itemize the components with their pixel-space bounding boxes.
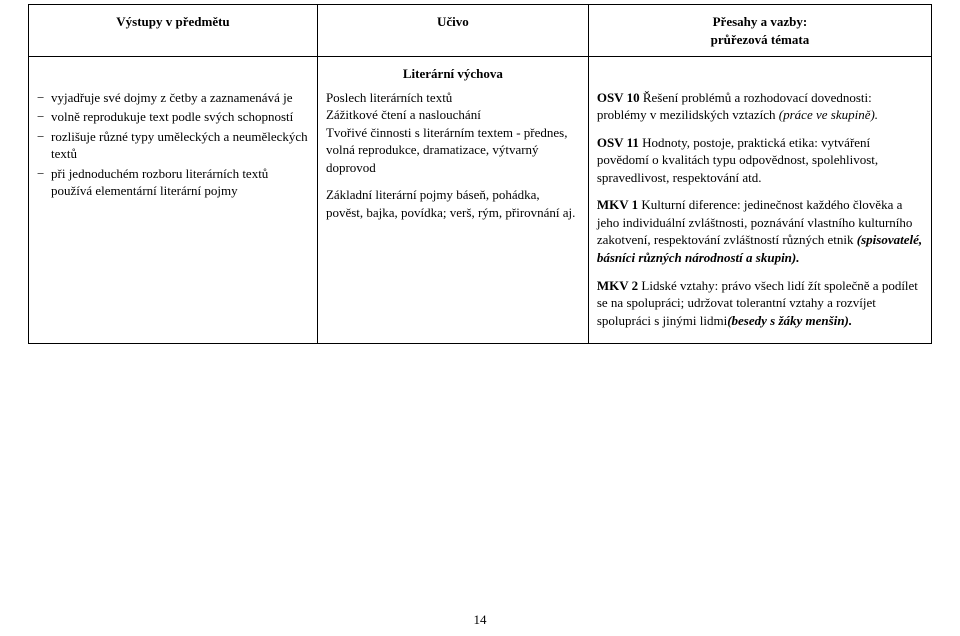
page-number: 14 [0, 612, 960, 628]
list-item: při jednoduchém rozboru literárních text… [37, 165, 309, 200]
list-item: rozlišuje různé typy uměleckých a neuměl… [37, 128, 309, 163]
cell-crosslinks: . OSV 10 Řešení problémů a rozhodovací d… [588, 57, 931, 344]
osv10-italic: (práce ve skupině). [779, 107, 878, 122]
curriculum-table: Výstupy v předmětu Učivo Přesahy a vazby… [28, 4, 932, 344]
curriculum-p1: Poslech literárních textů [326, 89, 580, 107]
header-col3-line2: průřezová témata [711, 32, 810, 47]
header-col2: Učivo [317, 5, 588, 57]
cell-outputs: . vyjadřuje své dojmy z četby a zaznamen… [29, 57, 318, 344]
list-item: vyjadřuje své dojmy z četby a zaznamenáv… [37, 89, 309, 107]
page-container: Výstupy v předmětu Učivo Přesahy a vazby… [0, 0, 960, 636]
osv11-block: OSV 11 Hodnoty, postoje, praktická etika… [597, 134, 923, 187]
mkv1-lead: MKV 1 [597, 197, 638, 212]
mkv1-block: MKV 1 Kulturní diference: jedinečnost ka… [597, 196, 923, 266]
mkv2-italic: (besedy s žáky menšin). [727, 313, 852, 328]
mkv2-block: MKV 2 Lidské vztahy: právo všech lidí ží… [597, 277, 923, 330]
osv11-text: Hodnoty, postoje, praktická etika: vytvá… [597, 135, 878, 185]
curriculum-p4: Základní literární pojmy báseň, pohádka,… [326, 186, 580, 221]
mkv2-lead: MKV 2 [597, 278, 638, 293]
osv10-block: OSV 10 Řešení problémů a rozhodovací dov… [597, 89, 923, 124]
header-col1: Výstupy v předmětu [29, 5, 318, 57]
table-row: . vyjadřuje své dojmy z četby a zaznamen… [29, 57, 932, 344]
osv11-lead: OSV 11 [597, 135, 639, 150]
table-header-row: Výstupy v předmětu Učivo Přesahy a vazby… [29, 5, 932, 57]
section-title: Literární výchova [326, 61, 580, 89]
list-item: volně reprodukuje text podle svých schop… [37, 108, 309, 126]
curriculum-p3: Tvořivé činnosti s literárním textem - p… [326, 124, 580, 177]
outputs-list: vyjadřuje své dojmy z četby a zaznamenáv… [37, 89, 309, 200]
header-col3-line1: Přesahy a vazby: [713, 14, 808, 29]
cell-curriculum: Literární výchova Poslech literárních te… [317, 57, 588, 344]
osv10-lead: OSV 10 [597, 90, 640, 105]
header-col3: Přesahy a vazby: průřezová témata [588, 5, 931, 57]
curriculum-p2: Zážitkové čtení a naslouchání [326, 106, 580, 124]
